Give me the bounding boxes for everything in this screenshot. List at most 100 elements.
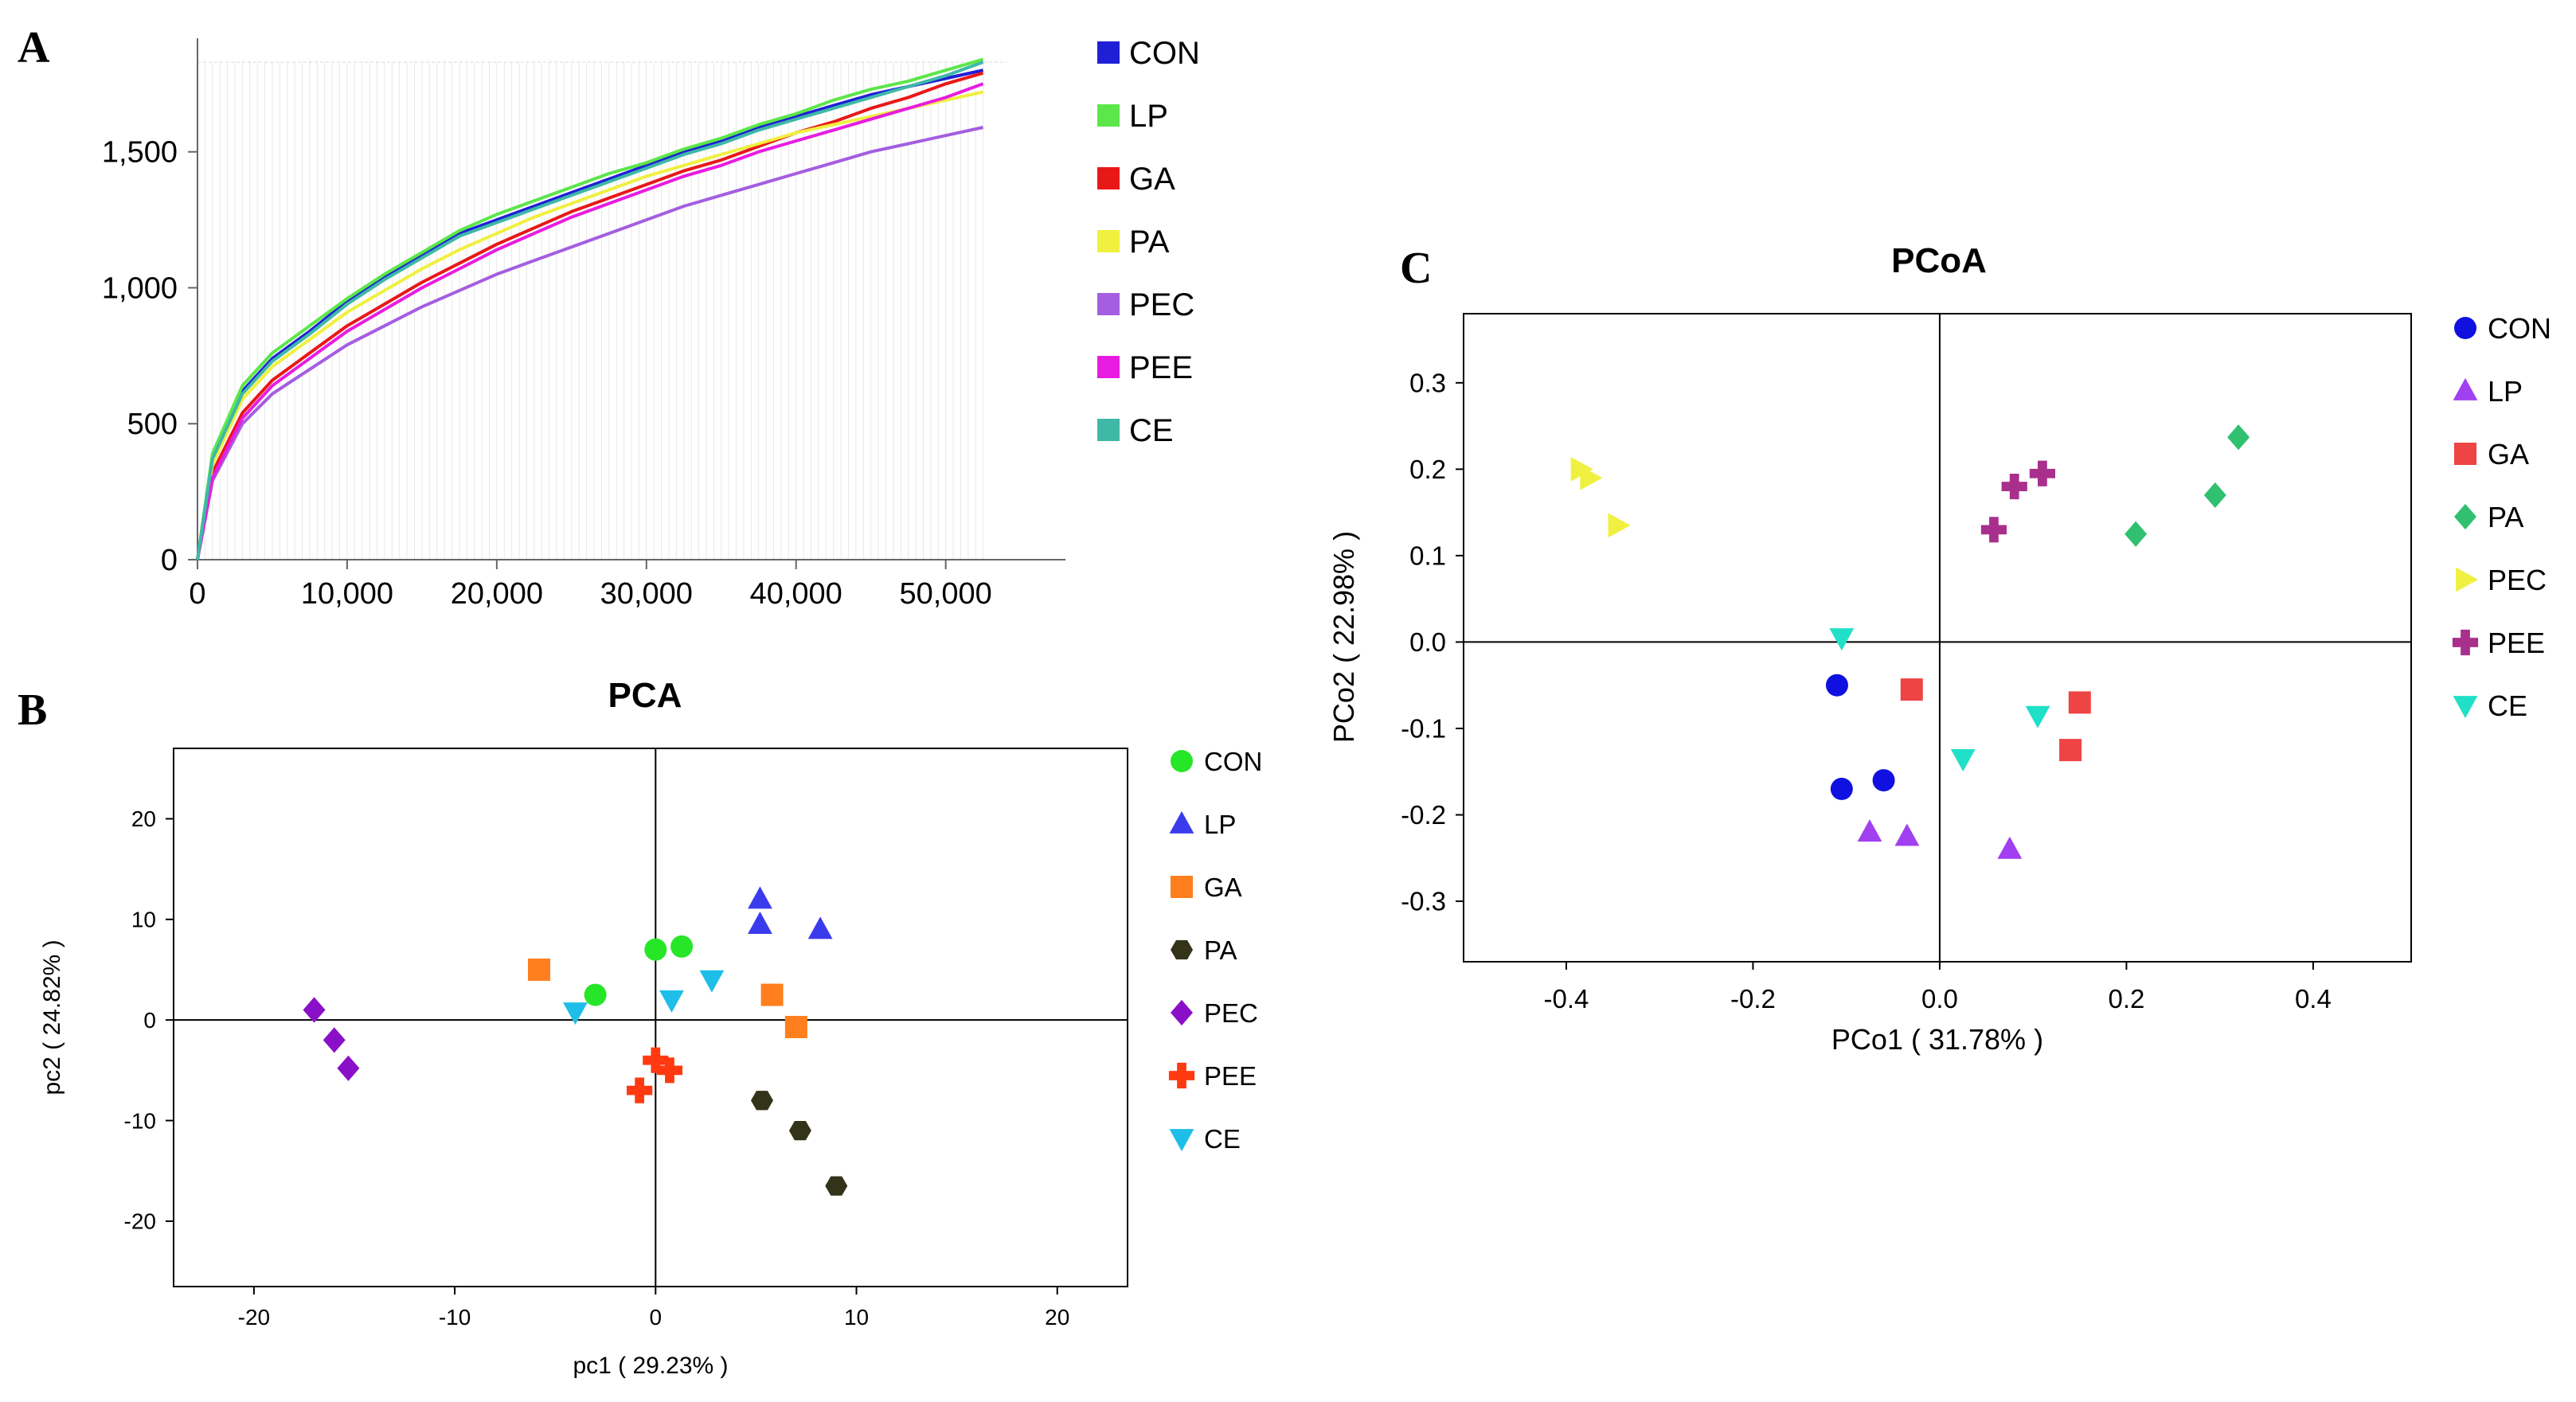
point-pee [2001, 473, 2027, 500]
x-tick-label: -20 [238, 1305, 270, 1330]
legend-label-ga: GA [1204, 873, 1242, 902]
legend-marker-ga [1171, 876, 1193, 898]
y-tick-label: 500 [127, 408, 178, 441]
plot-frame-c [1463, 313, 2412, 963]
legend-marker-pec [1171, 999, 1193, 1026]
legend-label-ga: GA [1129, 162, 1175, 197]
legend-label-ce: CE [1204, 1124, 1241, 1154]
legend-label-pa: PA [2488, 501, 2523, 533]
point-ce [1950, 749, 1976, 772]
point-lp [748, 886, 772, 909]
point-pec [337, 1055, 360, 1081]
legend-label-pec: PEC [1129, 287, 1194, 322]
legend-label-pee: PEE [1129, 350, 1193, 385]
series-line-ga [196, 71, 984, 560]
legend-label-pa: PA [1204, 935, 1237, 965]
point-pec [322, 1027, 346, 1053]
legend-b: CON LP GA PA PEC PEE CE [1168, 747, 1262, 1154]
point-pa [825, 1176, 848, 1196]
legend-label-pee: PEE [2488, 627, 2545, 659]
x-tick-label: 20 [1045, 1305, 1069, 1330]
legend-swatch-pa [1097, 230, 1120, 252]
legend-label-con: CON [1129, 36, 1200, 71]
point-con [644, 938, 667, 961]
series-a [196, 57, 984, 560]
series-line-pec [196, 126, 984, 560]
point-con [1825, 674, 1848, 697]
legend-marker-con [1171, 750, 1193, 772]
point-ce [699, 970, 725, 993]
y-tick-label: 0.1 [1409, 541, 1446, 570]
legend-marker-ce [2453, 696, 2478, 719]
point-ce [659, 990, 684, 1013]
pcoa-chart: PCoA -0.4 -0.2 0.0 0.2 0.40.30.20.10.0-0.1-0… [1327, 241, 2551, 1056]
legend-marker-con [2454, 317, 2476, 339]
series-line-con [196, 68, 984, 560]
point-pec [303, 997, 326, 1023]
zero-lines-b [174, 748, 1128, 1287]
x-tick-label: 0.2 [2108, 984, 2144, 1013]
chart-title-b: PCA [608, 676, 682, 715]
panel-label-c: C [1400, 244, 1432, 293]
legend-marker-lp [1169, 810, 1194, 834]
point-pa [2203, 482, 2226, 509]
series-line-lp [196, 57, 984, 560]
point-ce [2025, 705, 2050, 728]
legend-swatch-lp [1097, 104, 1120, 127]
x-axis-label-c: PCo1 ( 31.78% ) [1831, 1023, 2043, 1056]
y-tick-label: 0 [161, 544, 178, 577]
chart-title-c: PCoA [1891, 241, 1987, 280]
x-tick-label: 10,000 [301, 577, 393, 611]
legend-label-con: CON [1204, 747, 1262, 776]
point-pee [2029, 460, 2055, 486]
plot-frame-b [173, 748, 1128, 1287]
legend-label-pec: PEC [2488, 564, 2547, 596]
series-b [303, 886, 848, 1196]
panel-label-b: B [18, 685, 47, 735]
y-axis-label-c: PCo2 ( 22.98% ) [1327, 531, 1360, 743]
legend-swatch-pee [1097, 356, 1120, 378]
legend-swatch-ce [1097, 419, 1120, 441]
y-tick-label: -0.3 [1401, 887, 1446, 916]
y-tick-label: -10 [124, 1108, 156, 1133]
y-tick-label: -0.2 [1401, 800, 1446, 830]
panel-label-a: A [18, 23, 50, 72]
x-tick-label: 10 [844, 1305, 869, 1330]
rarefaction-chart: 0 10,000 20,000 30,000 40,000 50,000 0 500 1,000… [102, 36, 1200, 611]
legend-label-ce: CE [1129, 413, 1174, 448]
point-ce [563, 1002, 588, 1025]
legend-c: CON LP GA PA PEC PEE CE [2452, 312, 2551, 722]
point-pee [656, 1057, 683, 1084]
y-tick-label: 20 [131, 806, 156, 831]
y-tick-label: 1,500 [102, 136, 178, 170]
legend-label-ce: CE [2488, 689, 2527, 722]
legend-marker-ga [2454, 443, 2476, 465]
legend-swatch-pec [1097, 293, 1120, 315]
point-ga [760, 983, 784, 1006]
x-tick-label: 50,000 [900, 577, 992, 611]
point-pec [1608, 513, 1631, 538]
point-lp [748, 912, 772, 935]
point-pee [1980, 517, 2007, 543]
x-tick-label: 30,000 [600, 577, 693, 611]
legend-label-con: CON [2488, 312, 2551, 345]
point-con [1872, 769, 1895, 792]
legend-marker-pee [1168, 1062, 1195, 1089]
legend-label-pee: PEE [1204, 1061, 1257, 1091]
x-tick-label: -10 [439, 1305, 471, 1330]
y-tick-label: -0.1 [1401, 714, 1446, 744]
point-pa [750, 1091, 773, 1111]
y-tick-label: 0 [143, 1008, 156, 1033]
y-tick-label: 0.0 [1409, 627, 1446, 657]
x-tick-label: 0.4 [2295, 984, 2332, 1013]
legend-marker-lp [2453, 377, 2478, 400]
point-pec [1580, 465, 1603, 490]
series-line-pee [196, 82, 984, 560]
series-line-ce [196, 61, 984, 560]
point-pa [788, 1121, 811, 1141]
point-ga [784, 1016, 807, 1039]
ticks-c: -0.4 -0.2 0.0 0.2 0.4 0.3 0.2 0.1 0.0 -0.1 -0.2 -0.… [1401, 368, 2332, 1013]
legend-label-lp: LP [2488, 375, 2523, 408]
point-con [670, 935, 694, 958]
